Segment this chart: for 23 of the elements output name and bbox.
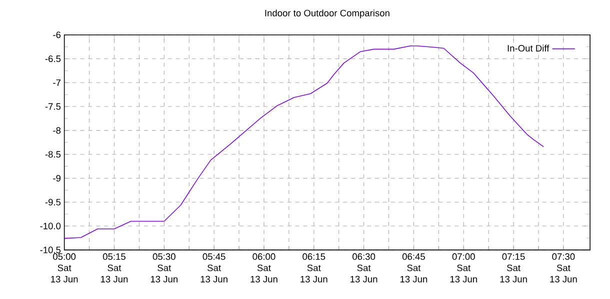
y-tick-label: -9 <box>53 175 61 182</box>
x-tick-label: 06:15 Sat 13 Jun <box>300 253 328 283</box>
legend-label: In-Out Diff <box>508 44 550 52</box>
y-tick-label: -8 <box>53 127 61 134</box>
x-tick-label: 06:30 Sat 13 Jun <box>350 253 378 283</box>
y-tick-label: -7.5 <box>45 103 61 110</box>
y-tick-label: -10.0 <box>40 222 61 230</box>
y-tick-label: -7 <box>53 80 60 86</box>
x-tick-label: 05:45 Sat 13 Jun <box>200 253 228 283</box>
x-tick-label: 05:00 Sat 13 Jun <box>51 253 78 283</box>
x-tick-label: 06:00 Sat 13 Jun <box>250 253 278 283</box>
y-tick-label: -6.5 <box>45 56 61 62</box>
x-tick-label: 06:45 Sat 13 Jun <box>400 253 428 283</box>
x-tick-label: 05:30 Sat 13 Jun <box>150 253 178 283</box>
y-tick-label: -8.5 <box>45 151 61 158</box>
y-tick-label: -6 <box>53 32 61 38</box>
x-tick-label: 07:00 Sat 13 Jun <box>450 253 477 283</box>
y-tick-label: -9.5 <box>45 199 61 206</box>
x-tick-label: 07:30 Sat 13 Jun <box>550 253 577 283</box>
y-tick-label: -10.5 <box>40 246 61 254</box>
x-tick-label: 07:15 Sat 13 Jun <box>500 253 527 283</box>
x-tick-label: 05:15 Sat 13 Jun <box>101 253 128 283</box>
chart-title: Indoor to Outdoor Comparison <box>265 10 390 18</box>
